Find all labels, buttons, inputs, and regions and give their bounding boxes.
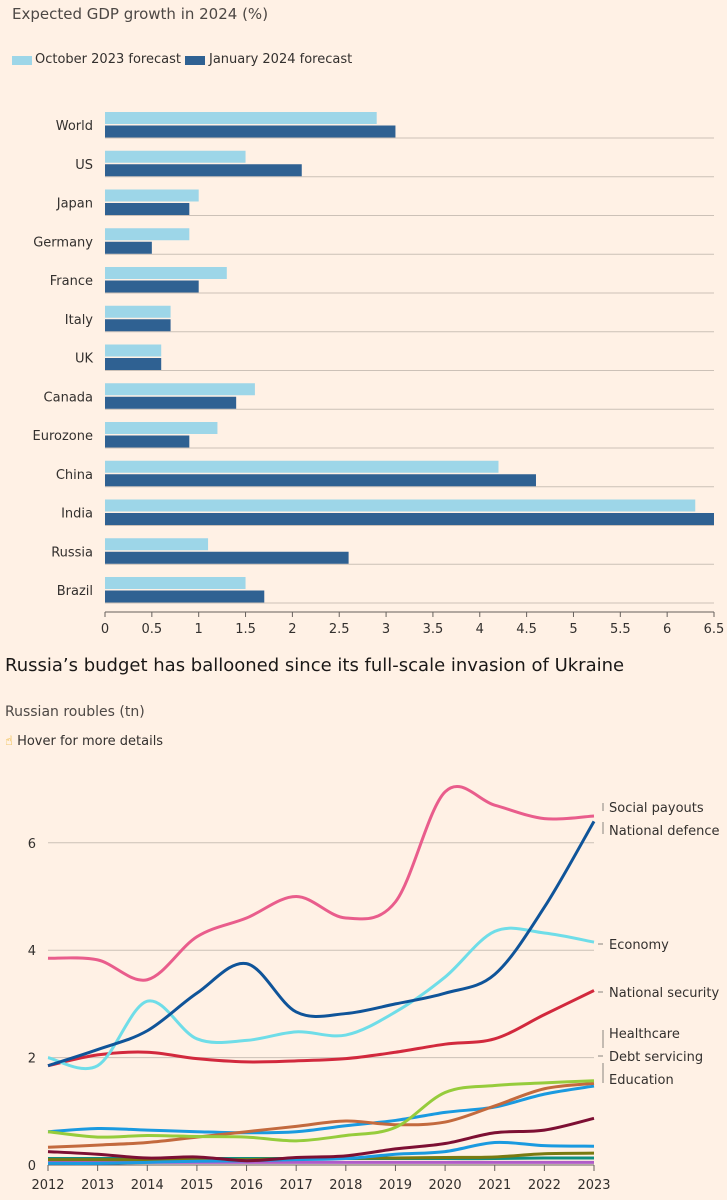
x-tick-label: 3: [382, 622, 390, 637]
x-tick-label: 2018: [329, 1178, 362, 1193]
series-line-economy: [47, 926, 595, 1071]
category-label: China: [56, 468, 93, 483]
x-tick-label: 2: [288, 622, 296, 637]
bar-jan: [105, 513, 714, 525]
bar-oct: [105, 499, 696, 512]
series-line-social-payouts: [47, 784, 595, 982]
y-tick-label: 0: [28, 1159, 36, 1174]
category-label: World: [56, 119, 93, 134]
x-tick-label: 4.5: [516, 622, 537, 637]
x-tick-label: 0: [101, 622, 109, 637]
category-label: Italy: [65, 313, 94, 328]
label-connectors: [598, 803, 604, 1083]
series-line: [47, 1116, 595, 1163]
x-tick-label: 2019: [379, 1178, 412, 1193]
bar-jan: [105, 203, 190, 215]
bar-jan: [105, 164, 302, 177]
x-tick-label: 2023: [577, 1178, 610, 1193]
x-tick-label: 0.5: [142, 622, 163, 637]
bar-chart-title: Expected GDP growth in 2024 (%): [12, 5, 269, 23]
y-tick-label: 2: [28, 1052, 36, 1067]
bar-oct: [105, 228, 190, 241]
series-label-social-payouts: Social payouts: [609, 801, 704, 816]
bar-chart: World US Japan Germany France Italy UK Canada Eu…: [33, 112, 725, 637]
category-label: Russia: [51, 545, 93, 560]
x-tick-label: 2012: [31, 1178, 64, 1193]
x-tick-label: 3.5: [423, 622, 444, 637]
bar-oct: [105, 112, 377, 124]
bar-oct: [105, 383, 255, 396]
x-tick-label: 2021: [478, 1178, 511, 1193]
bar-oct: [105, 150, 246, 163]
x-tick-label: 2017: [280, 1178, 313, 1193]
x-tick-label: 5.5: [610, 622, 631, 637]
legend-swatch-jan: [185, 56, 205, 65]
x-tick-label: 5: [569, 622, 577, 637]
x-tick-label: 2.5: [329, 622, 350, 637]
category-label: Brazil: [57, 584, 93, 599]
x-tick-label: 2014: [131, 1178, 164, 1193]
x-tick-label: 2016: [230, 1178, 263, 1193]
series-label-debt-servicing: Debt servicing: [609, 1050, 703, 1065]
bar-oct: [105, 460, 499, 473]
category-label: Japan: [56, 197, 93, 212]
line-chart-title: Russia’s budget has ballooned since its …: [5, 655, 625, 676]
bar-jan: [105, 125, 396, 138]
legend-label-oct: October 2023 forecast: [35, 52, 181, 67]
category-label: UK: [75, 352, 94, 367]
bar-oct: [105, 305, 171, 318]
x-tick-label: 1.5: [235, 622, 256, 637]
x-tick-label: 6.5: [704, 622, 725, 637]
line-chart-subtitle: Russian roubles (tn): [5, 704, 145, 720]
x-tick-label: 1: [195, 622, 203, 637]
y-tick-label: 4: [28, 944, 36, 959]
pointing-hand-icon: ☝: [5, 734, 13, 749]
bar-oct: [105, 577, 246, 589]
series-line-healthcare: [47, 1079, 595, 1143]
category-label: US: [75, 158, 93, 173]
hover-note[interactable]: ☝ Hover for more details: [5, 734, 163, 749]
x-tick-label: 4: [476, 622, 484, 637]
series-label-education: Education: [609, 1073, 674, 1088]
category-label: Canada: [44, 390, 93, 405]
series-label-national-security: National security: [609, 986, 720, 1001]
bar-jan: [105, 474, 536, 487]
category-label: France: [50, 274, 93, 289]
bar-jan: [105, 319, 171, 332]
bar-jan: [105, 280, 199, 293]
series-line: [47, 1140, 595, 1165]
category-label: Germany: [33, 235, 93, 250]
series-label-healthcare: Healthcare: [609, 1027, 680, 1042]
bar-jan: [105, 435, 190, 448]
bar-oct: [105, 267, 227, 279]
bar-jan: [105, 590, 265, 603]
bar-jan: [105, 358, 162, 370]
category-label: Eurozone: [33, 429, 93, 444]
bar-jan: [105, 551, 349, 564]
x-tick-label: 2013: [81, 1178, 114, 1193]
x-tick-label: 2020: [429, 1178, 462, 1193]
series-line-education: [47, 1084, 595, 1135]
bar-oct: [105, 538, 209, 551]
bar-oct: [105, 189, 199, 202]
bar-jan: [105, 396, 237, 409]
bar-oct: [105, 422, 218, 434]
y-tick-label: 6: [28, 837, 36, 852]
x-tick-label: 2022: [528, 1178, 561, 1193]
legend-swatch-oct: [12, 56, 32, 65]
x-tick-label: 2015: [180, 1178, 213, 1193]
series-line-national-security: [47, 989, 595, 1068]
series-line-national-defence: [47, 820, 596, 1068]
series-line-debt-servicing: [47, 1081, 595, 1149]
bar-jan: [105, 241, 152, 254]
category-label: India: [61, 507, 93, 522]
bar-oct: [105, 344, 162, 357]
x-tick-label: 6: [663, 622, 671, 637]
series-label-national-defence: National defence: [609, 824, 720, 839]
series-label-economy: Economy: [609, 938, 669, 953]
hover-note-text: Hover for more details: [17, 734, 164, 749]
legend-label-jan: January 2024 forecast: [209, 52, 353, 67]
